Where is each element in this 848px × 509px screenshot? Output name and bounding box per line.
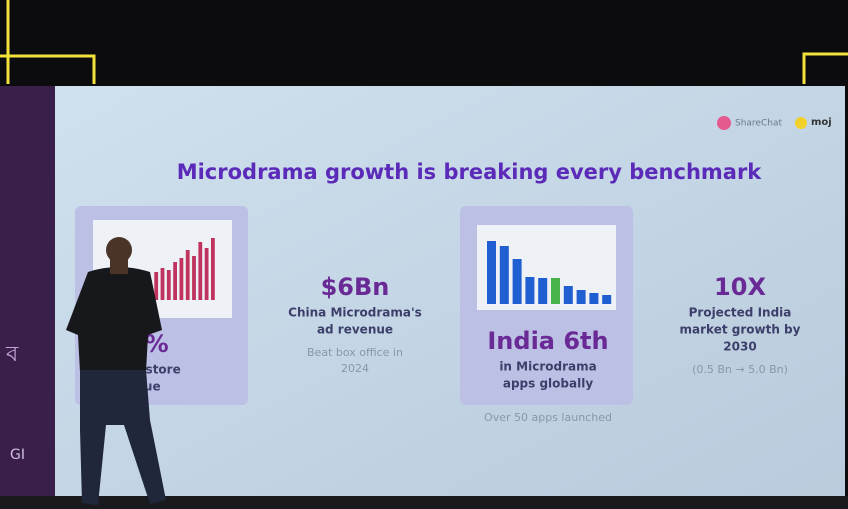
stat-note: Beat box office in xyxy=(307,346,403,359)
logo-brand: ShareChat xyxy=(735,119,782,129)
mini-bar xyxy=(211,238,215,300)
neon-right xyxy=(802,52,848,84)
stat-line: Projected India xyxy=(689,306,792,320)
mini-bar xyxy=(499,246,509,304)
logo-app: moj xyxy=(811,117,832,128)
stat-value: India 6th xyxy=(487,327,608,355)
mini-bar xyxy=(185,250,190,300)
stat-note: 2024 xyxy=(341,362,369,375)
mini-bar xyxy=(576,290,586,304)
mini-bar xyxy=(173,262,177,300)
mini-bar xyxy=(198,242,203,300)
side-screen xyxy=(0,86,55,496)
mini-bar xyxy=(204,248,209,300)
side-mark: GI xyxy=(10,447,25,463)
stat-value: $6Bn xyxy=(321,273,390,301)
stat-line: 2030 xyxy=(723,340,756,354)
mini-bar xyxy=(602,295,612,304)
side-glyph: ব xyxy=(5,342,19,367)
presenter xyxy=(66,237,166,505)
mini-bar xyxy=(166,270,171,300)
logo-icon xyxy=(795,117,807,129)
stat-line: market growth by xyxy=(680,323,801,337)
stat-note: (0.5 Bn → 5.0 Bn) xyxy=(692,363,788,376)
neon-left xyxy=(0,0,96,84)
mini-bar xyxy=(160,268,165,300)
stat-note: Over 50 apps launched xyxy=(484,411,612,424)
mini-bar xyxy=(154,272,159,300)
mini-bar xyxy=(525,277,535,304)
mini-bar xyxy=(192,256,196,300)
stat-line: ad revenue xyxy=(317,323,393,337)
stat-line: in Microdrama xyxy=(499,360,596,374)
mini-bar xyxy=(179,258,184,300)
logo-icon xyxy=(717,116,731,130)
stage-floor xyxy=(0,496,848,509)
stat-line: apps globally xyxy=(503,377,593,391)
mini-bar xyxy=(538,278,548,304)
mini-bar xyxy=(551,278,560,304)
stat-line: China Microdrama's xyxy=(288,306,422,320)
slide-title: Microdrama growth is breaking every benc… xyxy=(177,160,763,184)
mini-bar xyxy=(589,293,599,304)
mini-bar xyxy=(512,259,522,304)
mini-bar xyxy=(563,286,573,304)
mini-bar xyxy=(487,241,496,304)
stat-value: 10X xyxy=(714,273,766,301)
